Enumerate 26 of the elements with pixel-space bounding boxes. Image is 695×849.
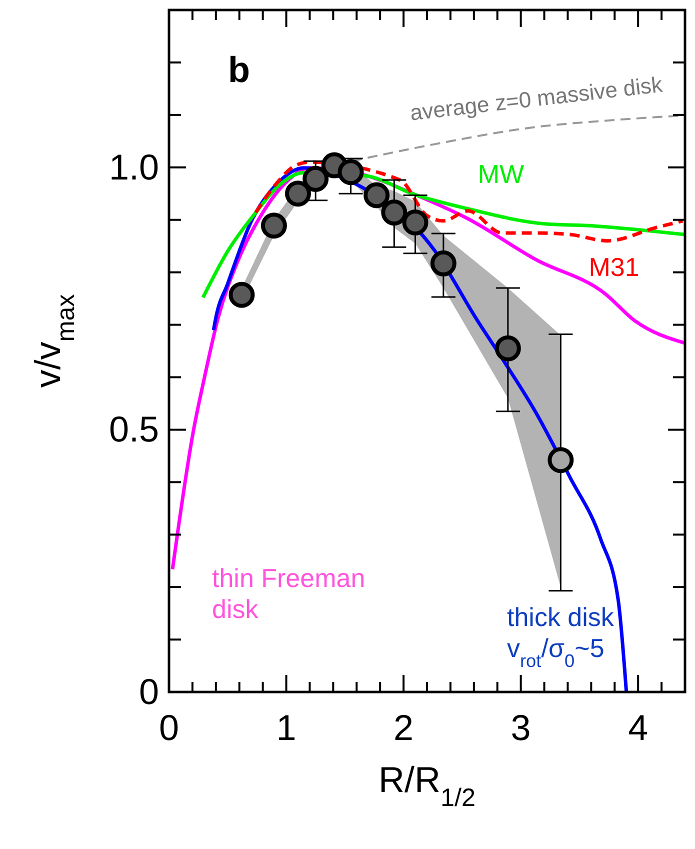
series-label: MW: [478, 159, 525, 189]
x-tick-label: 3: [510, 707, 531, 748]
x-axis-title: R/R$_{1/2}$: [378, 759, 476, 812]
point: [494, 335, 521, 362]
point: [302, 166, 329, 192]
point: [548, 447, 574, 474]
annotation: b: [228, 49, 250, 90]
x-tick-label: 1: [276, 707, 296, 748]
point: [402, 209, 428, 236]
point: [338, 159, 364, 186]
y-tick-label: 0.5: [108, 408, 159, 450]
point: [430, 250, 456, 276]
series-label: thin Freeman disk: [212, 563, 366, 624]
x-tick-label: 2: [394, 707, 414, 748]
point: [285, 180, 311, 207]
y-tick-label: 0: [138, 671, 159, 712]
point: [364, 182, 390, 208]
point: [260, 212, 287, 239]
x-tick-label: 4: [628, 707, 648, 748]
text: average z=0 massive disk: [408, 72, 665, 126]
series-label: M31: [588, 252, 640, 282]
line-series: [254, 160, 684, 243]
point: [381, 200, 408, 226]
point: [228, 282, 255, 308]
y-tick-label: 1.0: [108, 146, 159, 188]
series-label: thick disk v$_{rot}$/σ$_{0}$~5: [507, 602, 615, 671]
